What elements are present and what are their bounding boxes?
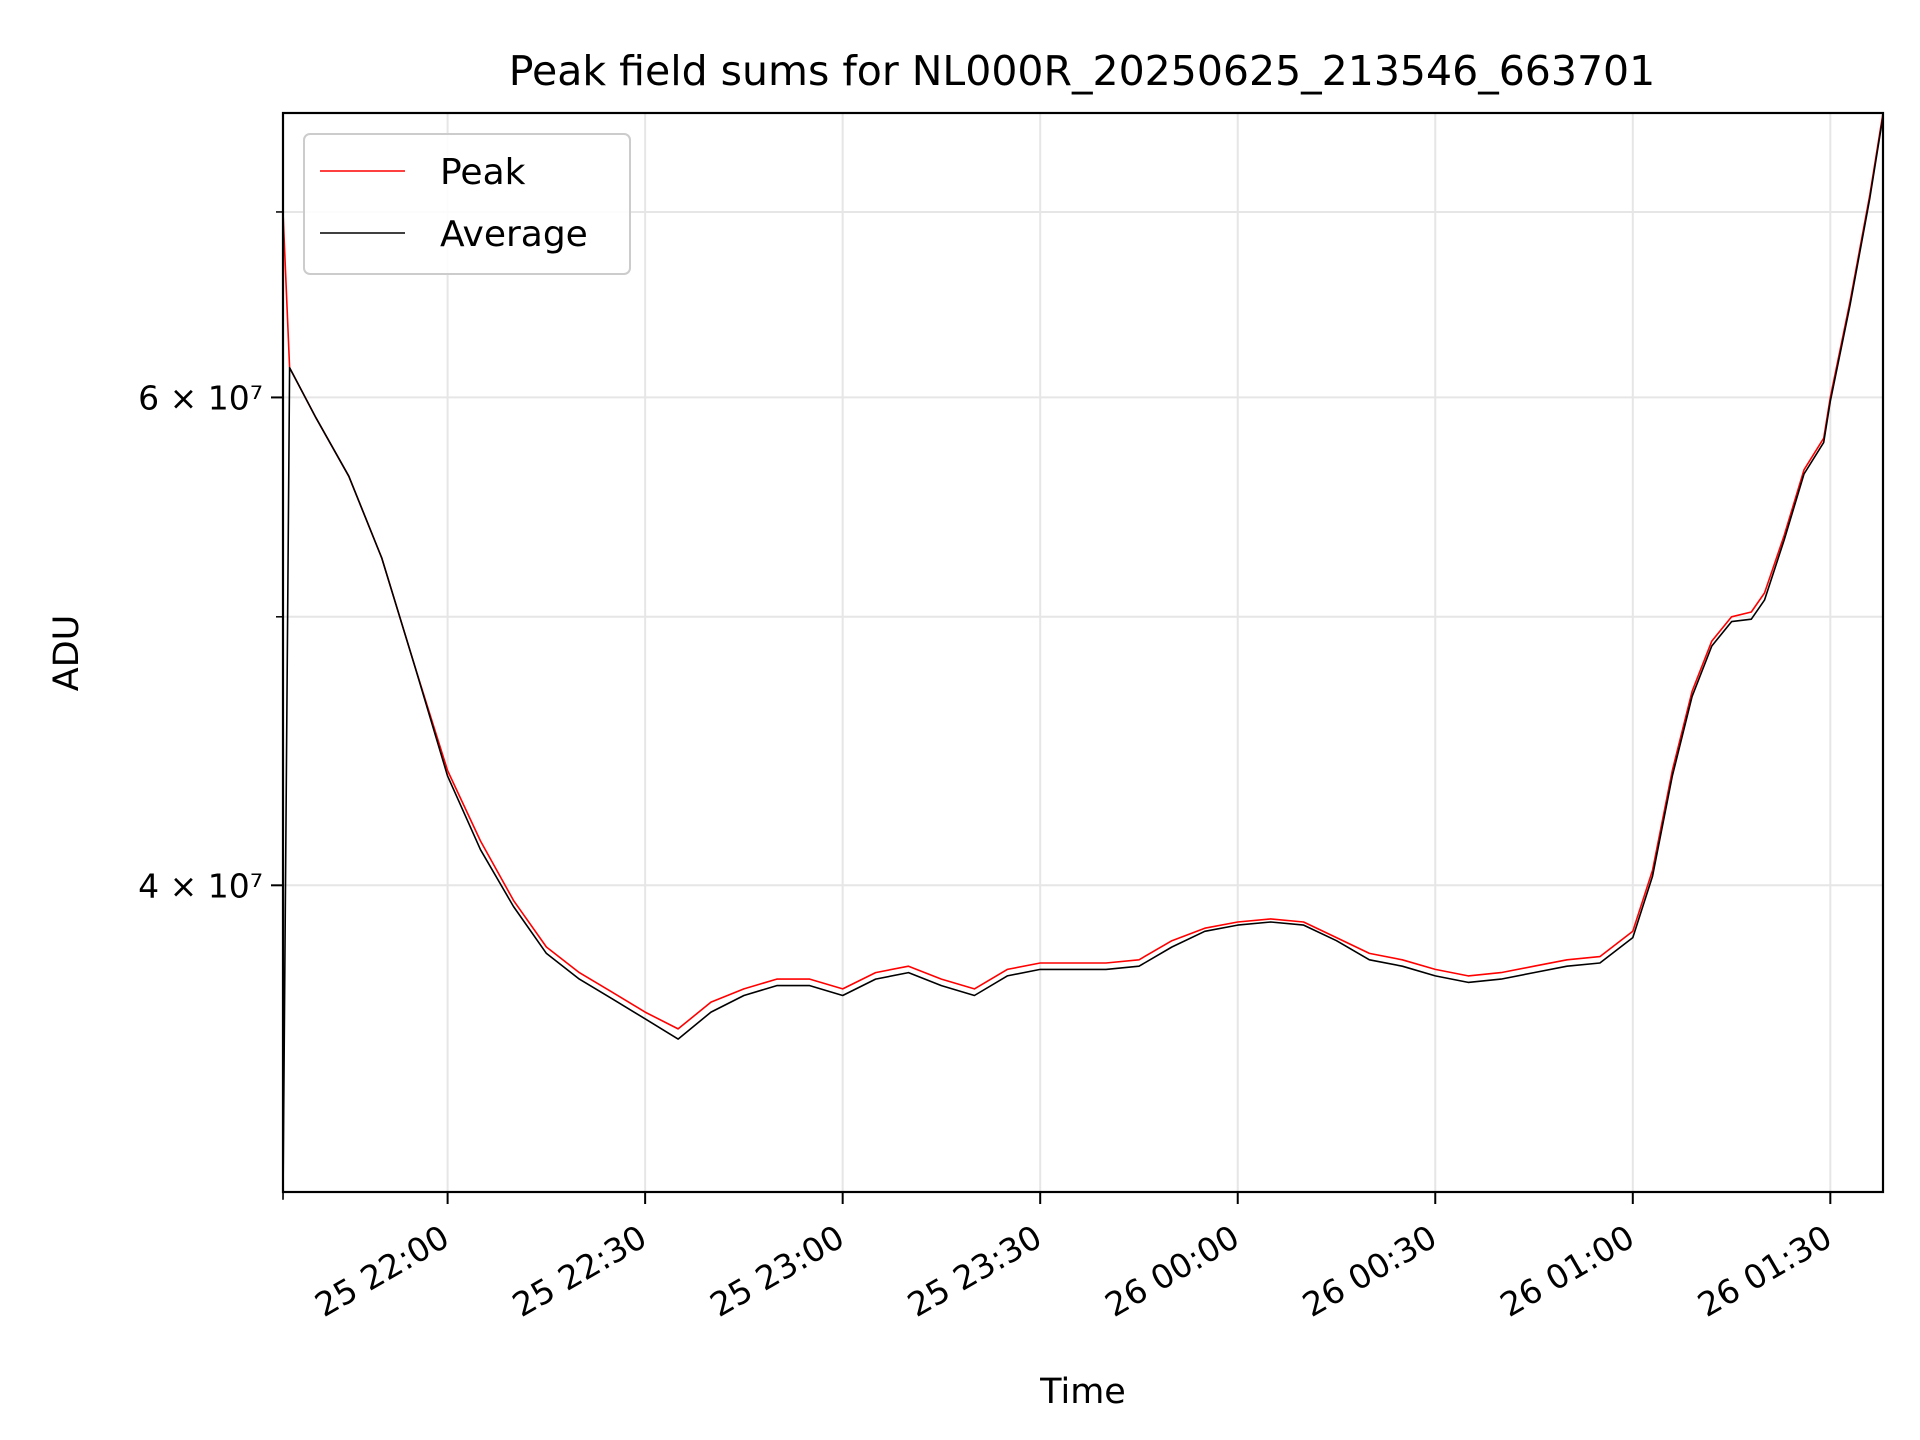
- legend: Peak Average: [303, 133, 631, 275]
- legend-box: [303, 133, 631, 275]
- y-tick-label: 4 × 10⁷: [138, 866, 263, 905]
- grid-lines: [283, 113, 1883, 1192]
- legend-label-peak: Peak: [440, 152, 526, 193]
- chart-title: Peak field sums for NL000R_20250625_2135…: [509, 47, 1655, 95]
- series-line-peak: [282, 112, 1884, 1030]
- series-line-average: [282, 116, 1884, 1200]
- series-layer: [282, 112, 1884, 1200]
- y-axis-label: ADU: [47, 615, 87, 692]
- legend-label-average: Average: [440, 214, 588, 255]
- plot-area-frame: [281, 111, 1885, 1194]
- y-tick-label: 6 × 10⁷: [138, 378, 263, 417]
- x-axis-label: Time: [1039, 1372, 1126, 1412]
